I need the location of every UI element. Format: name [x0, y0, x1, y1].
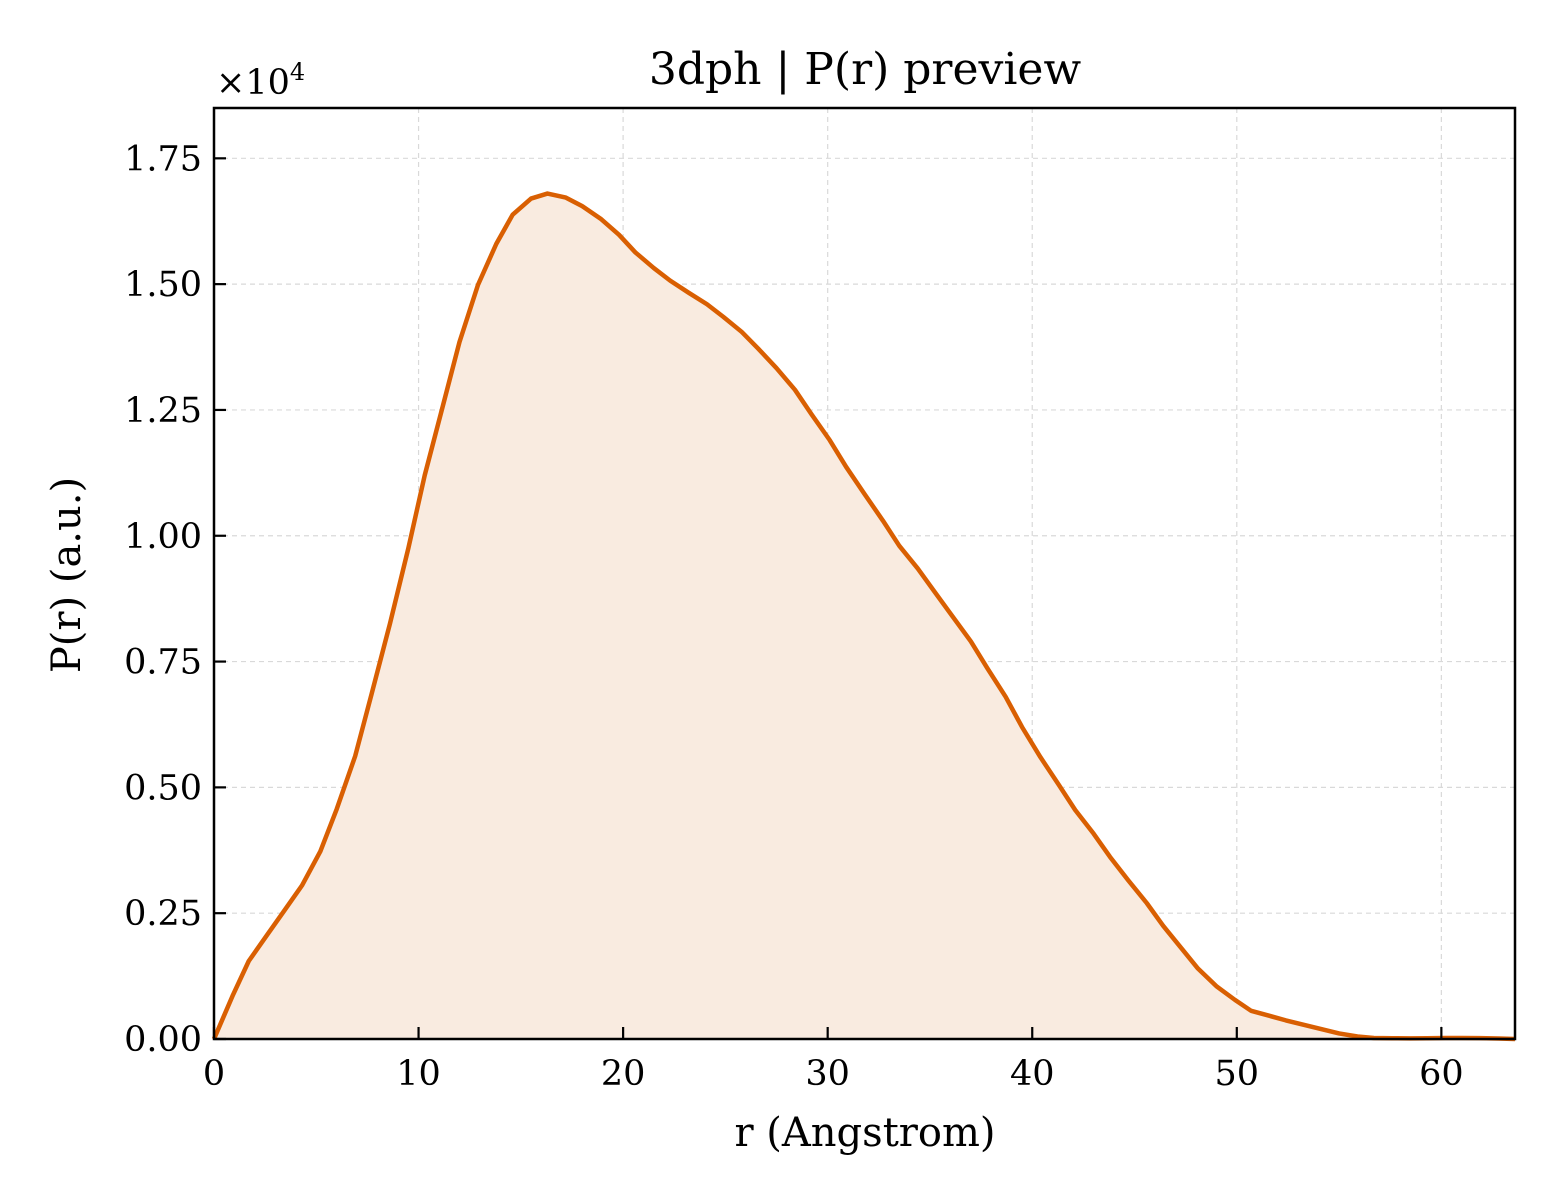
y-tick-labels: 0.00 0.25 0.50 0.75 1.00 1.25 1.50 1.75 [124, 139, 202, 1060]
plot-frame [212, 106, 1517, 1041]
x-axis-label: r (Angstrom) [734, 1110, 995, 1156]
y-offset-base: ×10 [216, 63, 290, 103]
y-tick-label: 0.25 [124, 894, 202, 934]
x-tick-labels: 0 10 20 30 40 50 60 [203, 1054, 1464, 1094]
y-axis-label: P(r) (a.u.) [44, 477, 90, 673]
y-tick-label: 1.00 [124, 517, 202, 557]
y-offset-label: ×104 [216, 58, 305, 103]
y-tick-label: 0.75 [124, 643, 202, 683]
x-tick-label: 30 [805, 1054, 850, 1094]
chart-title: 3dph | P(r) preview [649, 44, 1082, 95]
x-tick-label: 0 [203, 1054, 225, 1094]
x-tick-label: 50 [1215, 1054, 1260, 1094]
y-tick-label: 1.25 [124, 391, 202, 431]
y-offset-exponent: 4 [290, 58, 305, 86]
x-tick-label: 40 [1010, 1054, 1055, 1094]
y-tick-label: 0.00 [124, 1020, 202, 1060]
series-area-fill [214, 193, 1515, 1040]
x-tick-label: 60 [1419, 1054, 1464, 1094]
series-line [211, 191, 1516, 1042]
y-tick-label: 1.75 [124, 139, 202, 179]
x-tick-label: 10 [396, 1054, 441, 1094]
y-tick-label: 1.50 [124, 265, 202, 305]
x-tick-label: 20 [601, 1054, 646, 1094]
y-tick-label: 0.50 [124, 768, 202, 808]
